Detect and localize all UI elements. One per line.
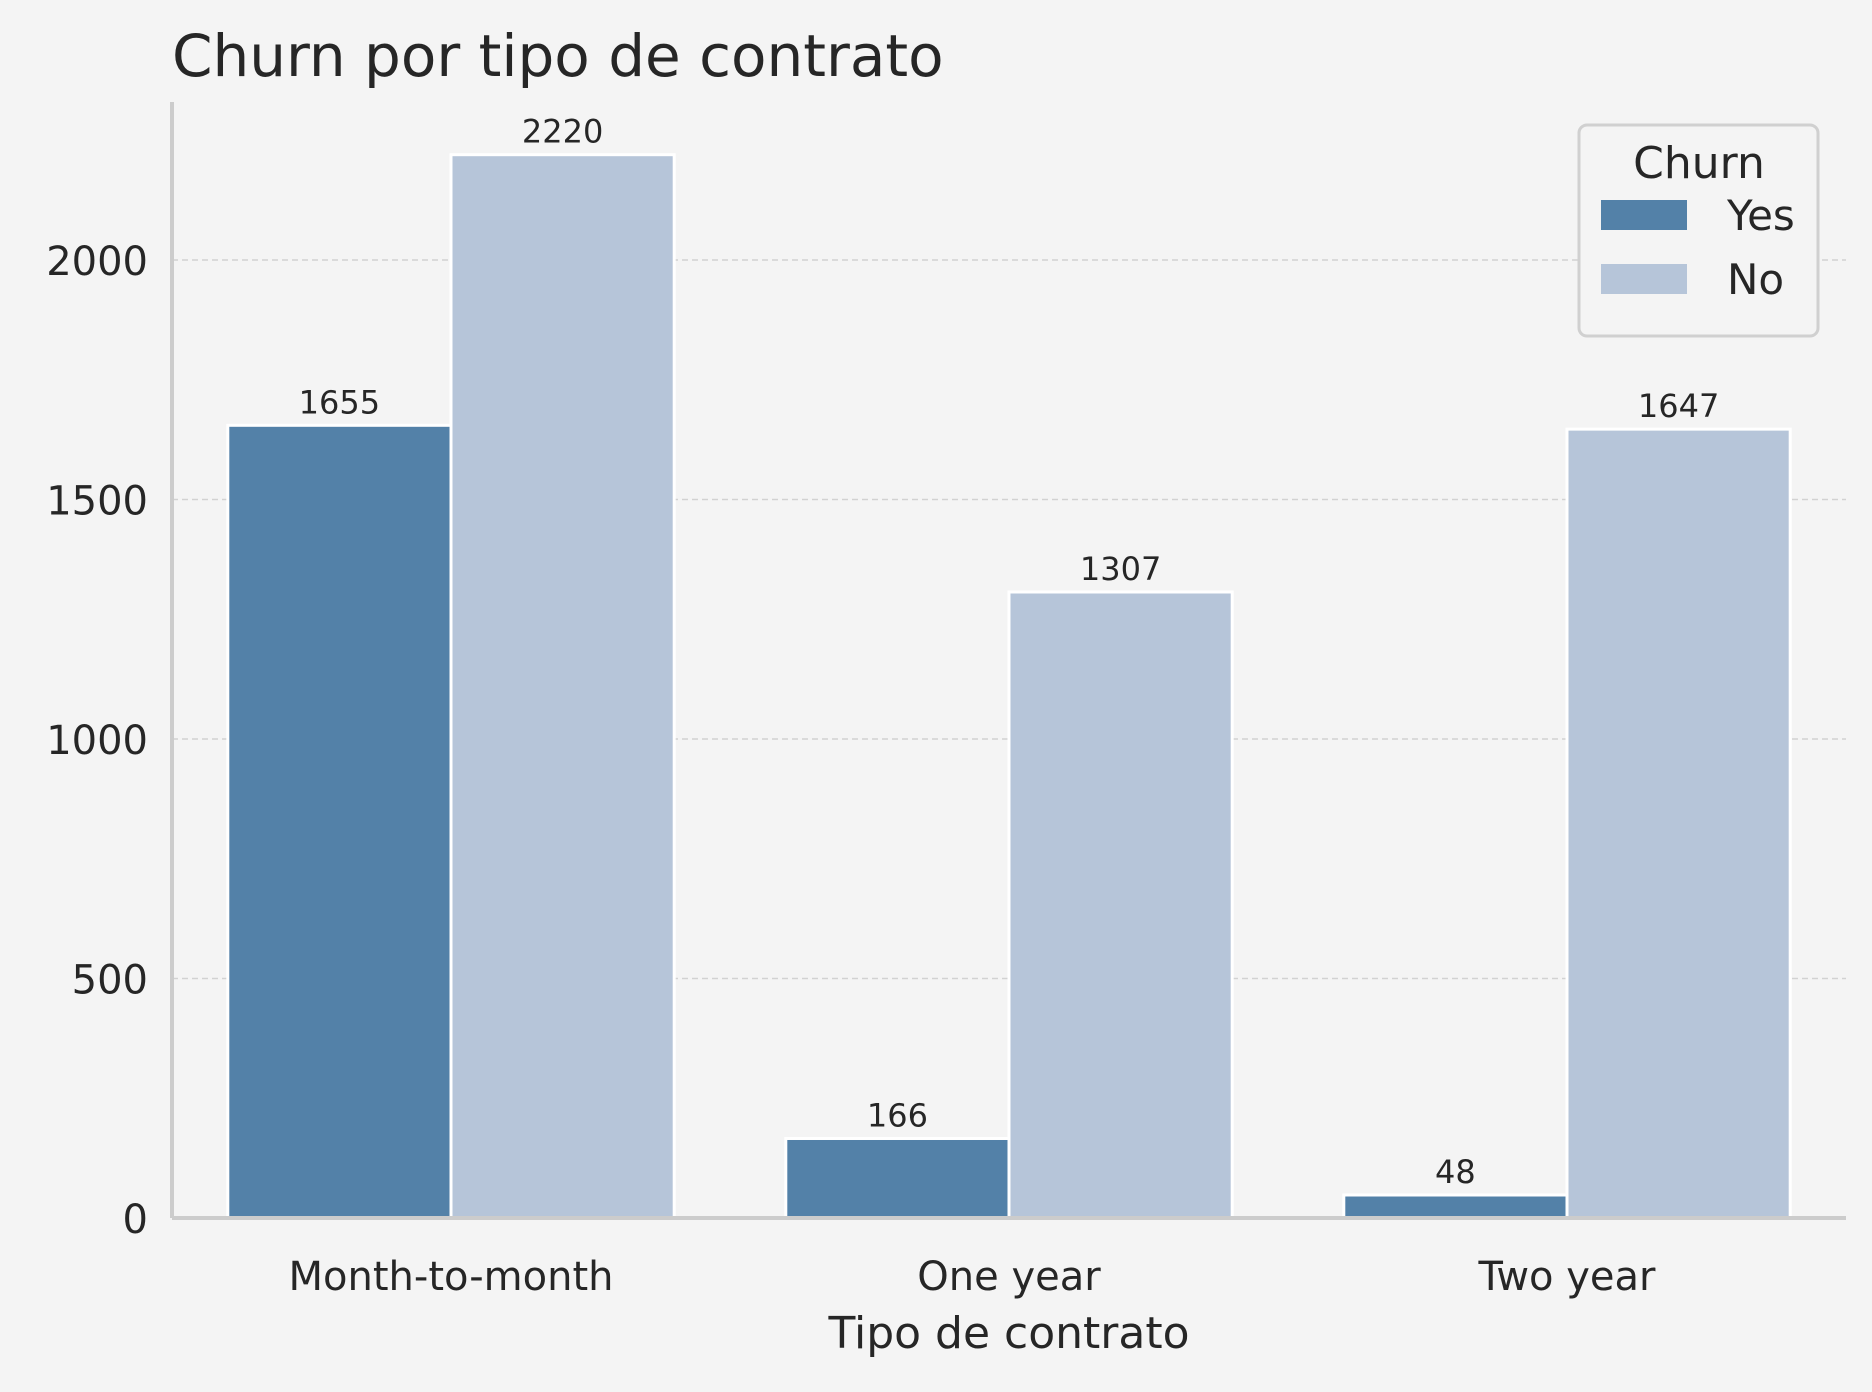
- y-tick-label: 0: [123, 1197, 148, 1243]
- x-tick-label: Two year: [1478, 1254, 1657, 1300]
- y-tick-labels: 0 500 1000 1500 2000: [46, 239, 148, 1243]
- legend-label: Yes: [1726, 191, 1795, 240]
- data-label: 166: [867, 1096, 928, 1134]
- legend-swatch-yes: [1601, 200, 1687, 230]
- chart-title: Churn por tipo de contrato: [172, 22, 944, 90]
- legend-swatch-no: [1601, 264, 1687, 294]
- legend-title: Churn: [1633, 138, 1765, 189]
- data-label: 48: [1435, 1153, 1476, 1191]
- x-tick-label: One year: [917, 1254, 1101, 1300]
- bar-no-2: [1565, 427, 1792, 1220]
- bar-yes-1: [784, 1136, 1011, 1220]
- legend-label: No: [1727, 255, 1784, 304]
- y-tick-label: 1000: [46, 718, 148, 764]
- data-labels-group: 1655 2220 166 1307 48 1647: [299, 113, 1720, 1191]
- data-label: 1655: [299, 383, 380, 421]
- bars-group: [226, 153, 1792, 1220]
- legend-items: Yes No: [1601, 191, 1795, 304]
- bar-no-1: [1007, 590, 1234, 1220]
- y-tick-label: 2000: [46, 239, 148, 285]
- x-axis-label: Tipo de contrato: [827, 1308, 1189, 1359]
- bar-yes-0: [226, 423, 453, 1220]
- x-tick-labels: Month-to-month One year Two year: [289, 1254, 1657, 1300]
- x-tick-label: Month-to-month: [289, 1254, 614, 1300]
- data-label: 2220: [522, 113, 603, 151]
- bar-yes-2: [1342, 1193, 1569, 1220]
- data-label: 1307: [1080, 550, 1161, 588]
- y-tick-label: 500: [72, 958, 148, 1004]
- data-label: 1647: [1638, 387, 1719, 425]
- legend: Churn Yes No: [1577, 123, 1820, 338]
- bar-no-0: [449, 153, 676, 1220]
- y-tick-label: 1500: [46, 479, 148, 525]
